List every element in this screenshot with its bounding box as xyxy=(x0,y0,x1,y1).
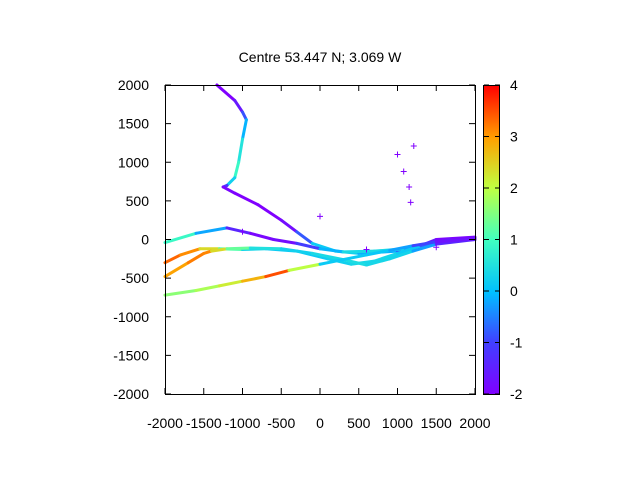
track-segment xyxy=(248,231,275,241)
track-segment xyxy=(279,218,299,234)
colorbar-tick-label: 1 xyxy=(510,232,518,248)
track-segment xyxy=(310,251,345,262)
track-layer xyxy=(163,83,477,297)
track-segment xyxy=(233,160,241,180)
track-segment xyxy=(210,247,229,253)
track-segment xyxy=(372,251,399,263)
track-segment xyxy=(217,279,244,288)
data-point xyxy=(394,151,401,158)
y-tick-label: 0 xyxy=(141,232,149,248)
track-segment xyxy=(225,226,252,235)
track-segment xyxy=(215,83,237,102)
track-segment xyxy=(225,246,252,251)
data-point xyxy=(410,143,417,150)
track-segment xyxy=(225,176,237,187)
track-segment xyxy=(318,258,345,266)
track-segment xyxy=(237,137,244,164)
x-tick-label: 500 xyxy=(347,415,371,431)
chart-title: Centre 53.447 N; 3.069 W xyxy=(239,49,402,65)
track-segment xyxy=(163,231,198,245)
track-segment xyxy=(295,230,314,245)
track-segment xyxy=(194,226,229,235)
track-segment xyxy=(396,244,423,255)
track-segment xyxy=(233,98,244,114)
track-segment xyxy=(411,240,438,248)
x-tick-label: -500 xyxy=(267,415,295,431)
track-segment xyxy=(248,246,283,251)
track-segment xyxy=(256,203,283,222)
track-segment xyxy=(341,253,368,262)
track-segment xyxy=(365,248,392,257)
track-segment xyxy=(272,238,299,245)
track-segment xyxy=(279,247,314,255)
track-segment xyxy=(241,275,268,283)
y-tick-label: 2000 xyxy=(118,77,149,93)
x-axis: -2000 -1500 -1000 -500 0 500 1000 1500 2000 xyxy=(147,85,491,431)
track-segment xyxy=(264,268,291,279)
mark-layer xyxy=(239,143,440,253)
track-segment xyxy=(179,247,202,257)
data-point xyxy=(433,244,440,251)
y-tick-label: 1500 xyxy=(118,116,149,132)
track-segment xyxy=(388,249,415,261)
y-axis: 2000 1500 1000 500 0 -500 -1000 -1500 -2000 xyxy=(113,77,475,402)
y-tick-label: 500 xyxy=(126,193,150,209)
track-segment xyxy=(194,284,221,292)
colorbar-axis: 4 3 2 1 0 -1 -2 xyxy=(484,77,523,402)
colorbar-tick-label: 3 xyxy=(510,129,518,145)
colorbar-tick-label: 0 xyxy=(510,283,518,299)
y-tick-label: -1500 xyxy=(113,347,149,363)
plot-frame xyxy=(165,85,476,395)
y-tick-label: -1000 xyxy=(113,309,149,325)
track-segment xyxy=(233,191,260,207)
data-point xyxy=(363,246,370,253)
track-segment xyxy=(411,242,438,253)
track-segment xyxy=(241,118,248,141)
track-segment xyxy=(295,241,322,251)
data-point xyxy=(406,183,413,190)
x-tick-label: 2000 xyxy=(459,415,490,431)
x-tick-label: -1000 xyxy=(225,415,261,431)
track-segment xyxy=(434,237,477,244)
data-point xyxy=(317,213,323,220)
colorbar-tick-label: -1 xyxy=(510,335,523,351)
track-segment xyxy=(163,288,198,297)
track-segment xyxy=(341,258,368,267)
x-tick-label: 1500 xyxy=(421,415,452,431)
x-tick-label: -2000 xyxy=(147,415,183,431)
colorbar-tick-label: -2 xyxy=(510,386,523,402)
track-segment xyxy=(341,249,376,254)
colorbar-tick-label: 2 xyxy=(510,180,518,196)
data-point xyxy=(400,168,407,175)
x-tick-label: 0 xyxy=(316,415,324,431)
track-segment xyxy=(163,261,190,279)
track-segment xyxy=(221,185,237,195)
y-tick-label: 1000 xyxy=(118,154,149,170)
data-point xyxy=(239,228,246,235)
track-segment xyxy=(388,244,415,252)
x-tick-label: -1500 xyxy=(186,415,222,431)
track-segment xyxy=(163,253,182,265)
track-segment xyxy=(318,247,345,254)
x-tick-label: 1000 xyxy=(382,415,413,431)
data-point xyxy=(407,199,414,206)
y-tick-label: -500 xyxy=(121,270,149,286)
track-segment xyxy=(365,257,392,267)
colorbar-tick-label: 4 xyxy=(510,77,518,93)
y-tick-label: -2000 xyxy=(113,386,149,402)
track-segment xyxy=(186,251,206,265)
track-segment xyxy=(287,262,322,272)
